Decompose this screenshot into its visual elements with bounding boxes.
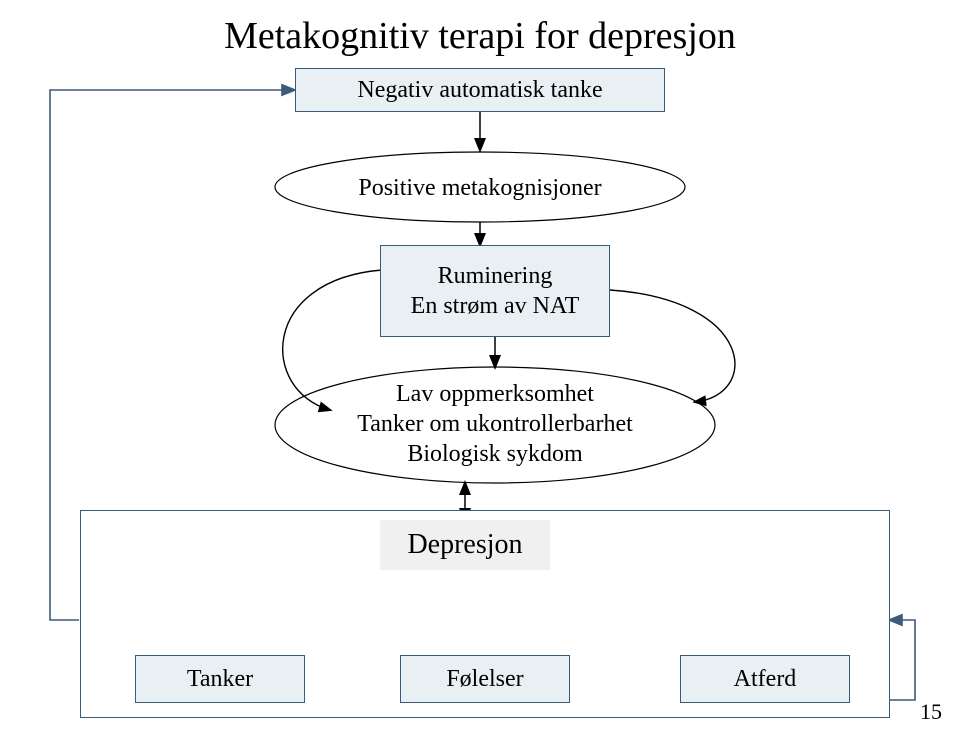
node-negativ-tanke: Negativ automatisk tanke xyxy=(295,68,665,112)
node-label: Følelser xyxy=(446,664,523,694)
node-tanker: Tanker xyxy=(135,655,305,703)
node-label: Depresjon xyxy=(407,529,522,561)
page-number: 15 xyxy=(920,699,942,725)
node-folelser: Følelser xyxy=(400,655,570,703)
node-label: Atferd xyxy=(734,664,797,694)
node-label: Negativ automatisk tanke xyxy=(357,75,602,105)
node-label: RumineringEn strøm av NAT xyxy=(411,261,580,321)
node-depresjon: Depresjon xyxy=(380,520,550,570)
node-ruminering: RumineringEn strøm av NAT xyxy=(380,245,610,337)
node-atferd: Atferd xyxy=(680,655,850,703)
node-label: Tanker xyxy=(187,664,253,694)
